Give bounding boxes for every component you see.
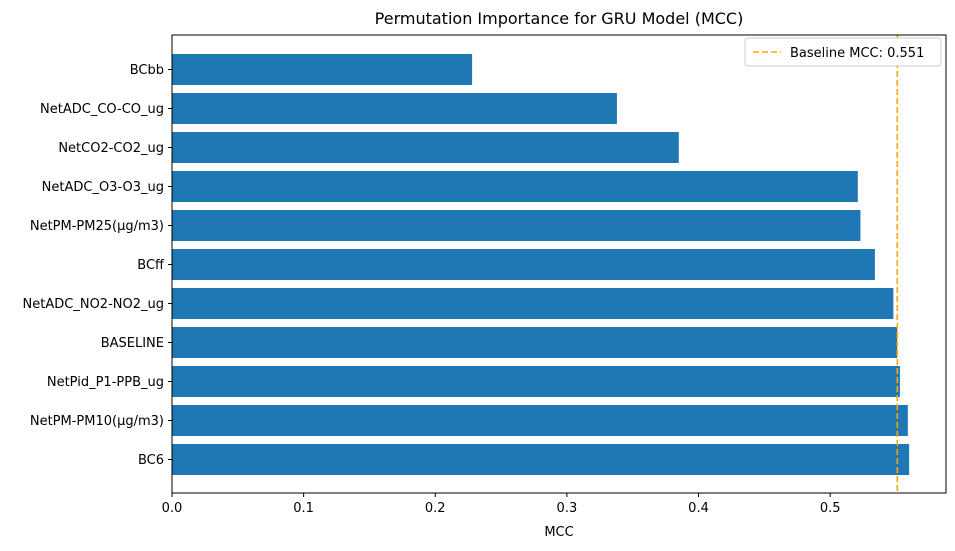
bar	[172, 288, 894, 319]
y-tick-label: NetADC_CO-CO_ug	[40, 102, 164, 117]
y-tick-label: BASELINE	[101, 336, 164, 351]
x-tick-label: 0.4	[688, 501, 709, 516]
bar	[172, 327, 898, 358]
bars-layer	[172, 54, 910, 475]
y-tick-label: NetPM-PM10(µg/m3)	[30, 414, 164, 429]
y-tick-label: NetADC_NO2-NO2_ug	[23, 297, 164, 312]
bar	[172, 171, 858, 202]
y-tick-labels: BCbb NetADC_CO-CO_ug NetCO2-CO2_ug NetADC_O…	[23, 63, 172, 468]
x-tick-label: 0.5	[820, 501, 841, 516]
x-tick-label: 0.3	[557, 501, 578, 516]
y-tick-label: BC6	[138, 453, 164, 468]
y-tick-label: NetCO2-CO2_ug	[58, 141, 164, 156]
x-axis-ticks: 0.0 0.1 0.2 0.3 0.4 0.5	[162, 493, 841, 516]
plot-frame	[171, 34, 947, 494]
y-tick-label: BCbb	[130, 63, 164, 78]
bar	[172, 249, 875, 280]
legend-box	[744, 37, 942, 67]
x-tick-label: 0.0	[162, 501, 183, 516]
legend-label: Baseline MCC: 0.551	[790, 46, 924, 61]
x-axis-label: MCC	[544, 525, 573, 540]
y-tick-label: NetPid_P1-PPB_ug	[47, 375, 164, 390]
x-tick-label: 0.2	[425, 501, 446, 516]
y-tick-label: NetPM-PM25(µg/m3)	[30, 219, 164, 234]
bar	[172, 210, 861, 241]
bar	[172, 405, 908, 436]
x-tick-label: 0.1	[293, 501, 314, 516]
bar	[172, 54, 473, 85]
bar	[172, 366, 900, 397]
y-tick-label: BCff	[137, 258, 165, 273]
bar	[172, 444, 910, 475]
bar	[172, 132, 679, 163]
chart-title: Permutation Importance for GRU Model (MC…	[375, 9, 744, 28]
legend: Baseline MCC: 0.551	[744, 37, 942, 67]
y-tick-label: NetADC_O3-O3_ug	[42, 180, 164, 195]
bar	[172, 93, 617, 124]
